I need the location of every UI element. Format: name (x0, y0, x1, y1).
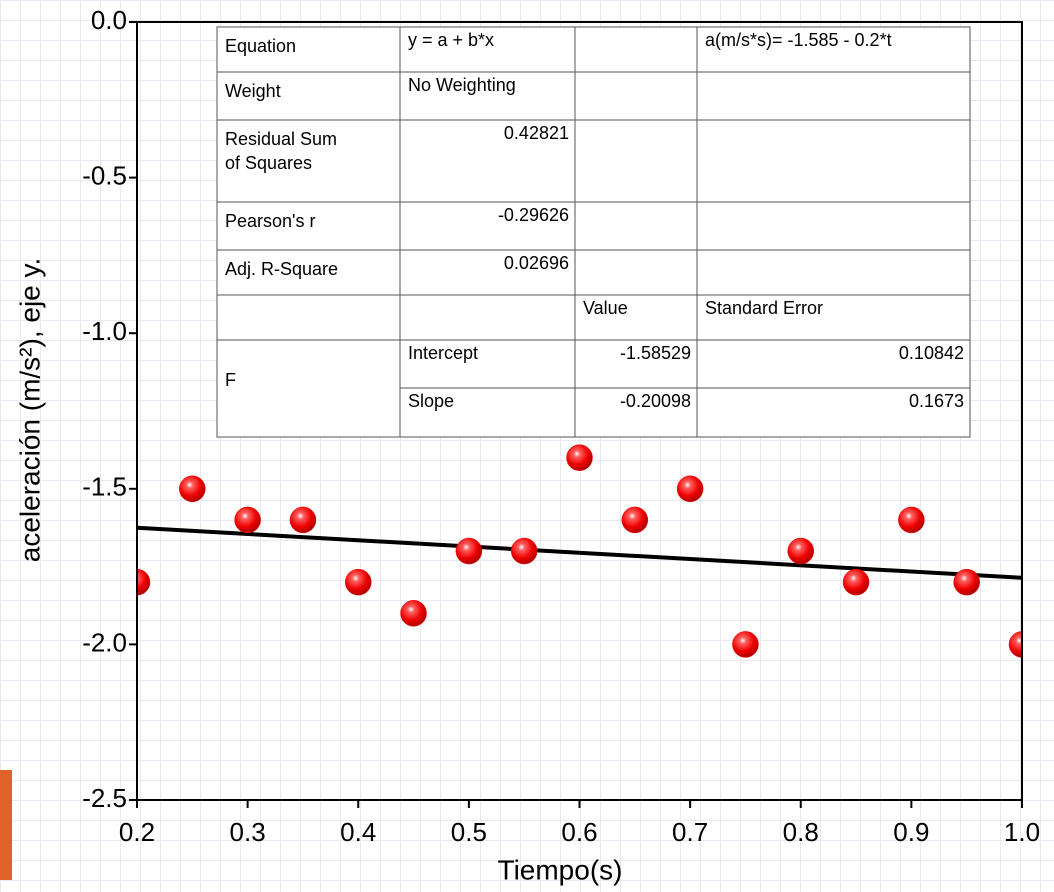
table-text: Pearson's r (225, 211, 315, 231)
x-tick-label: 0.3 (230, 817, 266, 847)
point (566, 444, 593, 471)
point (676, 475, 704, 503)
x-tick-label: 0.9 (893, 817, 929, 847)
x-tick-label: 0.6 (561, 817, 597, 847)
x-tick-label: 0.4 (340, 817, 376, 847)
x-tick-label: 0.2 (119, 817, 155, 847)
point (842, 568, 870, 596)
table-text: Slope (408, 391, 454, 411)
table-text: y = a + b*x (408, 30, 494, 50)
point (137, 568, 151, 596)
table-text: No Weighting (408, 75, 516, 95)
table-text: 0.10842 (899, 343, 964, 363)
y-tick-label: -0.5 (82, 160, 127, 190)
x-tick-label: 0.8 (783, 817, 819, 847)
table-bg (216, 26, 971, 438)
point (289, 506, 317, 534)
y-tick-label: -1.0 (82, 316, 127, 346)
table-text: Residual Sum of Squares (225, 129, 337, 173)
point (953, 568, 980, 596)
table-text: Standard Error (705, 298, 823, 318)
table-text: -0.20098 (620, 391, 691, 411)
table-text: Adj. R-Square (225, 259, 338, 279)
point (1008, 631, 1022, 658)
table-text: 0.42821 (504, 123, 569, 143)
point (179, 475, 206, 503)
point (898, 506, 925, 534)
point (234, 506, 261, 534)
point (787, 537, 814, 565)
table-text: -0.29626 (498, 205, 569, 225)
table-text: Equation (225, 36, 296, 56)
point (400, 600, 427, 627)
y-tick-label: -2.0 (82, 627, 127, 657)
y-tick-label: 0.0 (91, 5, 127, 35)
y-tick-label: -2.5 (82, 783, 127, 813)
y-axis-label: aceleración (m/s²), eje y. (14, 258, 45, 562)
y-tick-label: -1.5 (82, 472, 127, 502)
side-bar (0, 770, 12, 880)
point (455, 537, 483, 565)
fit-line (137, 525, 1022, 580)
point (732, 631, 759, 658)
point (510, 537, 538, 565)
table-cell (696, 387, 971, 438)
point (345, 568, 372, 596)
point (621, 506, 649, 534)
table-text: -1.58529 (620, 343, 691, 363)
table-text: a(m/s*s)= -1.585 - 0.2*t (705, 30, 892, 50)
table-text: Intercept (408, 343, 478, 363)
table-text: 0.1673 (909, 391, 964, 411)
x-axis-label: Tiempo(s) (498, 854, 623, 885)
x-tick-label: 0.5 (451, 817, 487, 847)
x-tick-label: 0.7 (672, 817, 708, 847)
table-text: 0.02696 (504, 253, 569, 273)
x-tick-label: 1.0 (1004, 817, 1040, 847)
table-text: Value (583, 298, 628, 318)
table-text: F (225, 370, 236, 390)
table-text: Weight (225, 81, 281, 101)
